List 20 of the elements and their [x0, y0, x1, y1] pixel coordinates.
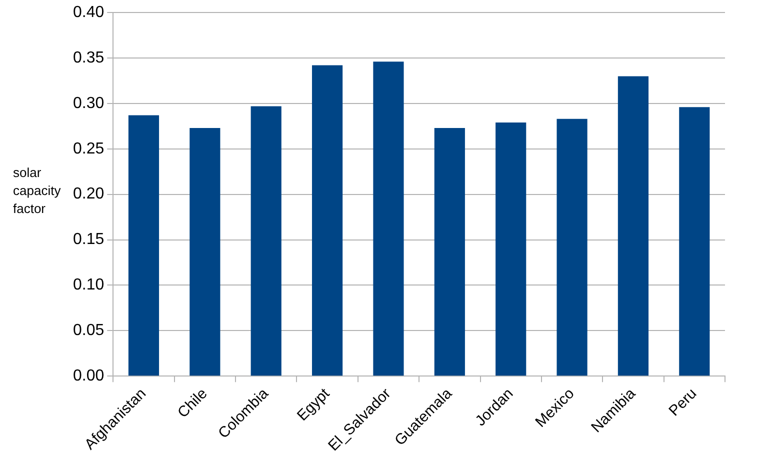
bar [556, 118, 588, 376]
bar [496, 122, 526, 376]
bar [373, 62, 404, 376]
y-tick-label: 0.10 [73, 276, 104, 294]
y-tick-label: 0.00 [73, 367, 104, 384]
y-tick-label: 0.20 [73, 186, 104, 203]
bar [128, 115, 160, 376]
bar [434, 128, 465, 376]
y-tick-label: 0.05 [73, 322, 104, 340]
bar [190, 128, 220, 376]
y-tick-label: 0.30 [73, 94, 104, 112]
y-axis-title: solar capacity factor [13, 164, 62, 216]
bar [679, 107, 710, 376]
y-tick-label: 0.25 [73, 140, 104, 158]
y-tick-label: 0.35 [73, 49, 104, 66]
bar [312, 65, 343, 376]
y-tick-label: 0.15 [73, 231, 104, 248]
bar [618, 76, 649, 376]
y-tick-label: 0.40 [73, 4, 104, 22]
bar [250, 106, 282, 376]
